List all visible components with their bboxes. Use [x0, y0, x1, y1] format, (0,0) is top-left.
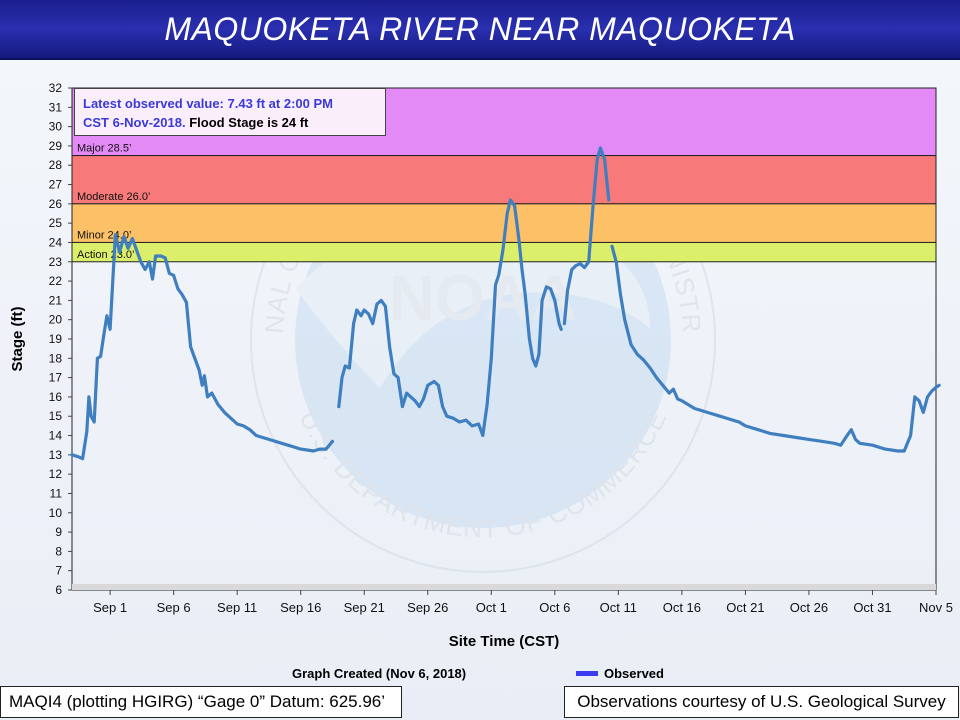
x-tick-label: Nov 5: [919, 600, 953, 615]
y-tick-label: 10: [49, 506, 63, 520]
datum-footer: MAQI4 (plotting HGIRG) “Gage 0” Datum: 6…: [0, 686, 402, 718]
y-tick-label: 26: [49, 197, 63, 211]
y-axis: 6 7 8 9 10 11 12 13 14 15 16 17 18 19 20 21 22 23 24 25 26 27…: [49, 81, 72, 597]
x-tick-label: Sep 6: [157, 600, 191, 615]
x-tick-label: Oct 31: [853, 600, 891, 615]
y-tick-label: 24: [49, 235, 63, 249]
y-tick-label: 28: [49, 158, 63, 172]
title-bar: MAQUOKETA RIVER NEAR MAQUOKETA: [0, 0, 960, 60]
flood-band-label-moderate: Moderate 26.0’: [77, 191, 150, 203]
y-axis-label: Stage (ft): [9, 307, 26, 372]
y-tick-label: 21: [49, 293, 63, 307]
graph-created-label: Graph Created (Nov 6, 2018): [292, 666, 467, 681]
page-title: MAQUOKETA RIVER NEAR MAQUOKETA: [164, 10, 796, 47]
y-tick-label: 20: [49, 313, 63, 327]
y-tick-label: 30: [49, 120, 63, 134]
observed-series: [70, 146, 941, 461]
y-tick-label: 15: [49, 409, 63, 423]
x-tick-label: Sep 1: [93, 600, 127, 615]
x-axis: Sep 1 Sep 6 Sep 11 Sep 16 Sep 21 Sep 26 Oct 1 O…: [72, 584, 953, 615]
datum-text: MAQI4 (plotting HGIRG) “Gage 0” Datum: 6…: [9, 692, 386, 711]
latest-observed-box: Latest observed value: 7.43 ft at 2:00 P…: [74, 88, 386, 136]
x-tick-label: Oct 26: [790, 600, 828, 615]
x-tick-label: Sep 21: [344, 600, 385, 615]
y-tick-label: 32: [49, 81, 63, 95]
x-tick-label: Sep 11: [217, 600, 257, 615]
y-tick-label: 11: [50, 486, 63, 500]
courtesy-text: Observations courtesy of U.S. Geological…: [577, 692, 946, 711]
y-tick-label: 23: [49, 255, 63, 269]
flood-band-label-action: Action 23.0’: [77, 249, 134, 261]
observed-line-segment-1: [70, 233, 335, 461]
y-tick-label: 9: [55, 525, 62, 539]
y-tick-label: 13: [49, 448, 63, 462]
x-tick-label: Oct 6: [539, 600, 570, 615]
flood-stage-text: Flood Stage is 24 ft: [185, 115, 309, 130]
y-tick-label: 25: [49, 216, 63, 230]
stage-chart: NOAA NATIONAL OCEANIC AND ATMOSPHERIC AD…: [0, 58, 953, 650]
y-tick-label: 16: [49, 390, 63, 404]
observed-line-segment-2: [337, 198, 563, 438]
y-tick-label: 8: [55, 544, 62, 558]
legend-observed-label: Observed: [604, 666, 664, 681]
x-axis-strip: [72, 584, 936, 590]
observed-line-segment-4: [610, 244, 941, 453]
y-tick-label: 6: [55, 583, 62, 597]
observed-line-segment-3: [562, 146, 611, 326]
watermark-logo-text: NOAA: [389, 262, 577, 334]
x-tick-label: Sep 16: [280, 600, 321, 615]
y-tick-label: 31: [49, 100, 63, 114]
y-tick-label: 12: [49, 467, 63, 481]
x-tick-label: Oct 1: [476, 600, 507, 615]
y-tick-label: 27: [49, 178, 63, 192]
latest-observed-text: Latest observed value: 7.43 ft at 2:00 P…: [83, 96, 333, 111]
latest-observed-date: CST 6-Nov-2018.: [83, 115, 186, 130]
flood-band-moderate: [71, 155, 937, 205]
flood-band-labels: Major 28.5’Moderate 26.0’Minor 24.0’Acti…: [77, 143, 150, 261]
legend-observed-swatch: [576, 671, 598, 676]
x-tick-label: Oct 11: [600, 600, 637, 615]
y-tick-label: 14: [49, 429, 63, 443]
flood-band-label-major: Major 28.5’: [77, 143, 131, 155]
y-tick-label: 17: [49, 371, 63, 385]
legend-observed: Observed: [576, 666, 664, 681]
x-tick-label: Oct 21: [726, 600, 764, 615]
x-tick-label: Sep 26: [407, 600, 448, 615]
y-tick-label: 18: [49, 351, 63, 365]
y-tick-label: 7: [55, 564, 62, 578]
y-tick-label: 19: [49, 332, 63, 346]
courtesy-footer: Observations courtesy of U.S. Geological…: [564, 686, 959, 718]
y-tick-label: 22: [49, 274, 63, 288]
x-axis-label: Site Time (CST): [449, 633, 560, 650]
y-tick-label: 29: [49, 139, 63, 153]
x-tick-label: Oct 16: [663, 600, 701, 615]
